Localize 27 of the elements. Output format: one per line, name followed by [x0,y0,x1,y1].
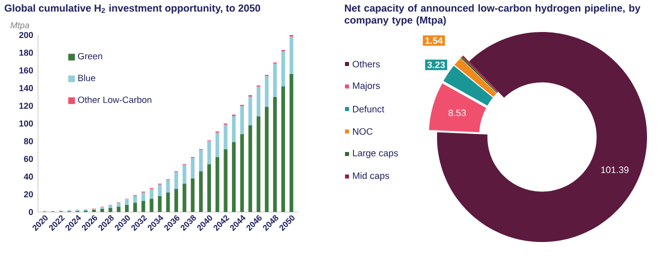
data-label: 8.53 [448,110,466,116]
y-tick-label: 100 [19,120,33,127]
data-label: 3.23 [427,62,445,68]
legend-label: Green [78,52,102,60]
chart-title: Global cumulative H$_{2}$ investment opportunity, to 2050 [4,4,260,14]
y-tick-label: 80 [24,138,33,144]
y-tick-label: 40 [24,174,33,180]
legend-label: Large caps [353,150,398,158]
y-tick-label: 200 [19,32,33,38]
data-label: 101.39 [601,166,629,174]
legend-label: Majors [353,82,380,91]
y-tick-label: 120 [19,102,33,109]
legend-label: Other Low-Carbon [78,96,152,104]
legend-label: Defunct [353,106,384,112]
y-tick-label: 160 [19,67,33,74]
data-label: 1.54 [425,37,443,44]
y-tick-label: 20 [24,191,33,198]
y-tick-label: 60 [24,156,33,162]
legend-label: NOC [353,128,373,135]
y-tick-label: 140 [19,85,33,92]
legend-label: Blue [78,74,96,82]
y-tick-label: 180 [19,50,33,56]
y-axis-title: Mtpa [10,22,30,30]
y-tick-label: 0 [28,208,33,216]
chart-title: Net capacity of announced low-carbon hydrogen pipeline, by company type (Mtpa) [344,4,640,26]
legend-label: Others [352,60,380,68]
legend-label: Mid caps [353,172,390,181]
